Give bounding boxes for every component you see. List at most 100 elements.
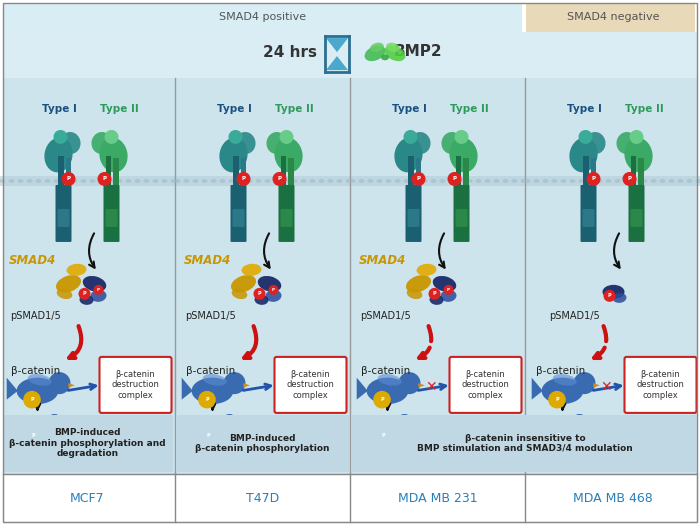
Text: P: P [447, 288, 450, 292]
Ellipse shape [503, 179, 508, 183]
Text: pSMAD1/5: pSMAD1/5 [10, 311, 61, 321]
Circle shape [571, 414, 588, 431]
Bar [176, 415, 349, 472]
Ellipse shape [192, 377, 233, 404]
Circle shape [97, 172, 111, 186]
Bar [288, 158, 293, 186]
Circle shape [396, 414, 413, 431]
Ellipse shape [60, 132, 80, 154]
Ellipse shape [651, 427, 654, 430]
Ellipse shape [430, 295, 444, 305]
Ellipse shape [569, 138, 598, 172]
Ellipse shape [570, 179, 575, 183]
Circle shape [23, 391, 41, 408]
Ellipse shape [153, 179, 158, 183]
Text: MDA MB 468: MDA MB 468 [573, 491, 652, 505]
Ellipse shape [394, 138, 423, 172]
FancyBboxPatch shape [274, 357, 346, 413]
Ellipse shape [62, 179, 69, 183]
Text: P: P [416, 176, 421, 182]
Text: Type I: Type I [392, 104, 427, 114]
Circle shape [272, 172, 286, 186]
Ellipse shape [368, 179, 374, 183]
Ellipse shape [485, 425, 494, 432]
Text: P: P [258, 291, 261, 296]
Circle shape [552, 428, 565, 442]
Ellipse shape [406, 275, 431, 292]
Ellipse shape [384, 46, 405, 61]
Ellipse shape [395, 179, 400, 183]
Bar [281, 156, 286, 186]
Polygon shape [189, 418, 197, 435]
Ellipse shape [83, 276, 106, 292]
Ellipse shape [193, 179, 199, 183]
Bar [638, 158, 643, 186]
Ellipse shape [113, 426, 118, 431]
Text: β-catenin
destruction
complex: β-catenin destruction complex [286, 370, 335, 400]
Circle shape [377, 428, 390, 442]
Polygon shape [14, 418, 22, 435]
Ellipse shape [433, 276, 456, 292]
Text: β-catenin: β-catenin [11, 366, 60, 376]
Ellipse shape [614, 426, 619, 430]
Text: SMAD4: SMAD4 [184, 254, 231, 267]
Bar [241, 158, 246, 186]
Ellipse shape [377, 179, 382, 183]
Text: Type II: Type II [625, 104, 664, 114]
Ellipse shape [421, 179, 428, 183]
Ellipse shape [696, 179, 700, 183]
Ellipse shape [45, 179, 50, 183]
Polygon shape [412, 423, 416, 426]
Ellipse shape [606, 179, 612, 183]
Ellipse shape [205, 415, 223, 424]
Ellipse shape [553, 374, 577, 386]
Bar [524, 176, 700, 186]
Ellipse shape [650, 179, 657, 183]
Circle shape [428, 288, 440, 300]
Ellipse shape [90, 179, 95, 183]
Bar [349, 176, 526, 186]
Ellipse shape [231, 275, 256, 292]
Ellipse shape [466, 179, 473, 183]
Ellipse shape [346, 179, 351, 183]
Circle shape [223, 372, 246, 394]
Ellipse shape [312, 427, 316, 430]
Ellipse shape [659, 179, 666, 183]
Ellipse shape [634, 424, 647, 433]
Ellipse shape [476, 427, 480, 430]
Ellipse shape [80, 179, 87, 183]
Ellipse shape [220, 179, 225, 183]
Ellipse shape [66, 264, 87, 276]
Polygon shape [62, 423, 66, 426]
Ellipse shape [99, 179, 104, 183]
Ellipse shape [439, 426, 444, 430]
Circle shape [198, 391, 216, 408]
Ellipse shape [284, 424, 297, 433]
Ellipse shape [442, 132, 461, 154]
Ellipse shape [542, 179, 549, 183]
Text: Type II: Type II [275, 104, 314, 114]
Circle shape [221, 414, 238, 431]
FancyBboxPatch shape [104, 185, 120, 242]
Ellipse shape [449, 425, 458, 432]
Ellipse shape [116, 179, 122, 183]
FancyBboxPatch shape [580, 185, 596, 242]
Text: β-catenin: β-catenin [186, 366, 235, 376]
Text: β-catenin
destruction
complex: β-catenin destruction complex [636, 370, 685, 400]
Polygon shape [69, 383, 75, 387]
Ellipse shape [561, 179, 566, 183]
Ellipse shape [596, 179, 603, 183]
FancyBboxPatch shape [631, 209, 643, 227]
Ellipse shape [137, 427, 141, 430]
Ellipse shape [30, 415, 48, 424]
Ellipse shape [367, 377, 408, 404]
Bar [3, 3, 522, 32]
Ellipse shape [228, 130, 242, 144]
Ellipse shape [380, 415, 398, 424]
Ellipse shape [162, 179, 167, 183]
Text: P: P [627, 176, 631, 182]
Ellipse shape [27, 179, 32, 183]
Polygon shape [244, 383, 250, 387]
Text: Type II: Type II [450, 104, 489, 114]
FancyBboxPatch shape [232, 209, 244, 227]
